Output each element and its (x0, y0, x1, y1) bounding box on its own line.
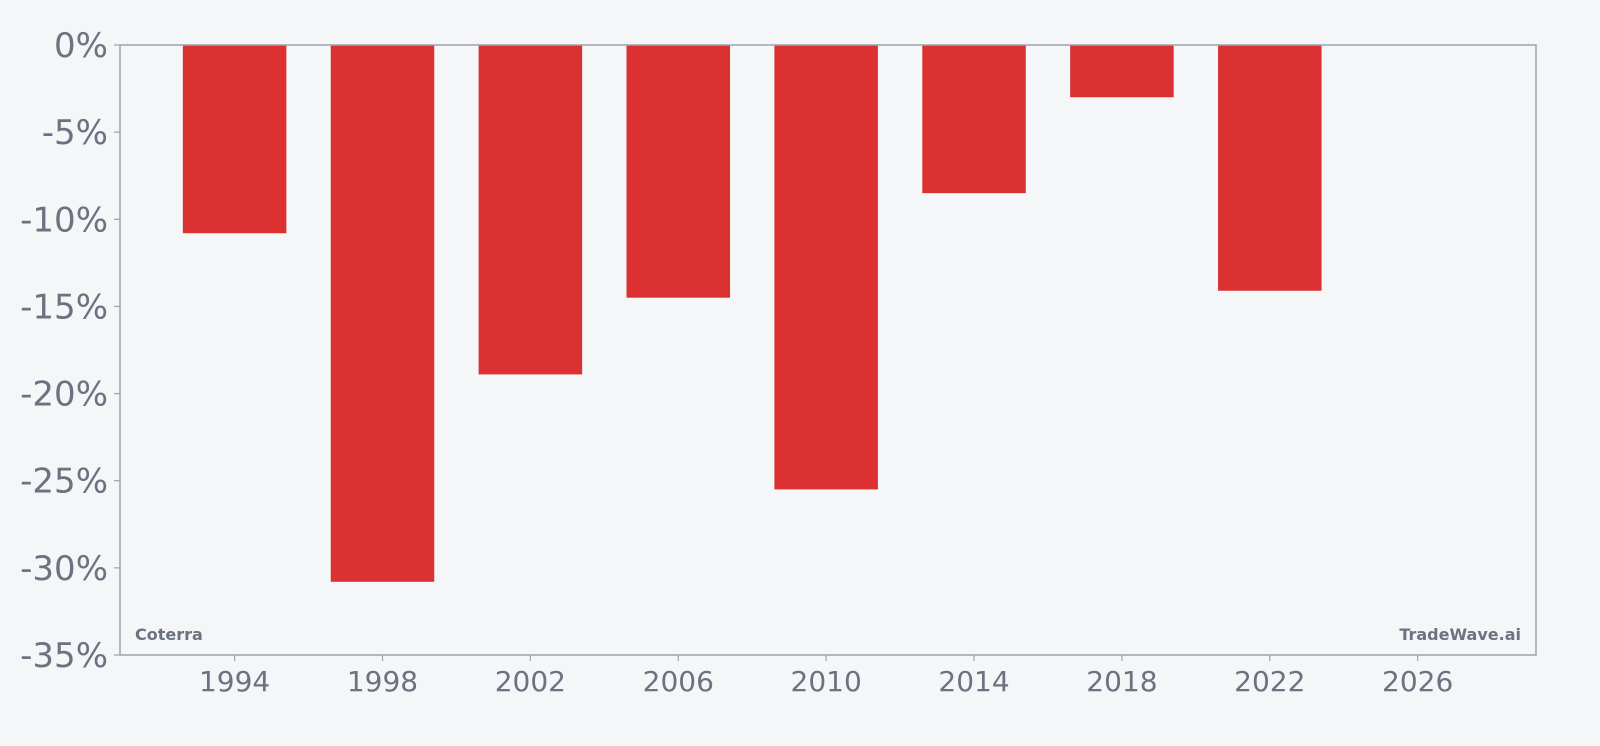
bar-2010 (774, 45, 878, 490)
y-axis: 0% -5% -10% -15% -20% -25% -30% -35% (20, 26, 120, 676)
x-tick-label: 2006 (643, 665, 714, 698)
y-tick-label: 0% (54, 26, 108, 66)
bar-2022 (1218, 45, 1322, 291)
bar-1998 (330, 45, 435, 582)
bar-2006 (626, 45, 731, 298)
x-tick-label: 2018 (1086, 665, 1157, 698)
x-tick-label: 2010 (791, 665, 862, 698)
plot-frame (119, 44, 1537, 656)
x-axis: 1994 1998 2002 2006 2010 2014 2018 2022 2026 (199, 655, 1453, 698)
bars-group (182, 45, 1322, 582)
x-tick-label: 2022 (1234, 665, 1305, 698)
y-tick-label: -10% (20, 200, 108, 240)
y-tick-label: -20% (20, 375, 108, 415)
x-tick-label: 1998 (347, 665, 418, 698)
bar-2014 (922, 45, 1026, 194)
y-tick-label: -35% (20, 636, 108, 676)
x-tick-label: 1994 (199, 665, 270, 698)
x-tick-label: 2002 (495, 665, 566, 698)
bar-2018 (1070, 45, 1174, 98)
y-tick-label: -30% (20, 549, 108, 589)
x-tick-label: 2026 (1382, 665, 1453, 698)
watermark-left: Coterra (135, 625, 203, 644)
y-tick-label: -15% (20, 287, 108, 327)
y-tick-label: -5% (42, 113, 108, 153)
bar-2002 (478, 45, 583, 375)
y-tick-label: -25% (20, 462, 108, 502)
x-tick-label: 2014 (938, 665, 1009, 698)
bar-1994 (182, 45, 287, 234)
watermark-right: TradeWave.ai (1399, 625, 1521, 644)
